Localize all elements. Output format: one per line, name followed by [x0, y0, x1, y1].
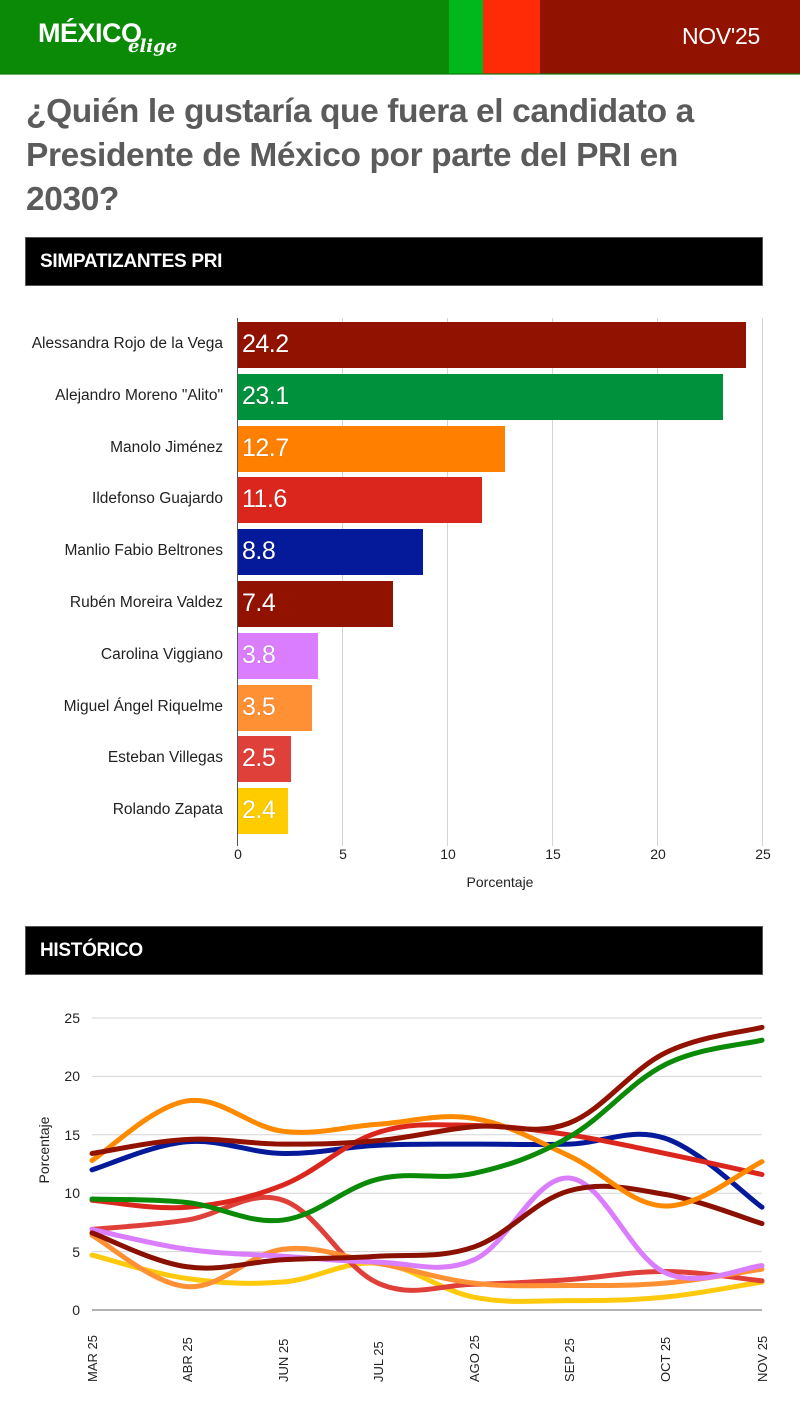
x-tick-label: 25: [755, 846, 771, 862]
line-chart: 0 5 10 15 20 25 MAR 25 ABR 25 JUN 25 JUL 25 AGO 25…: [0, 990, 800, 1422]
bar: 3.8: [238, 632, 318, 679]
x-tick-label: 0: [234, 846, 242, 862]
series-line: [89, 1037, 765, 1224]
bar-value-label: 11.6: [242, 485, 287, 514]
section-header-historico: HISTÓRICO: [25, 926, 763, 975]
y-tick-label: 0: [72, 1302, 80, 1318]
candidate-label: Manlio Fabio Beltrones: [64, 542, 223, 560]
header-red-stripe: [483, 0, 540, 74]
x-tick-label: MAR 25: [85, 1335, 100, 1382]
bar-value-label: 2.5: [242, 744, 276, 773]
bar: 7.4: [238, 581, 394, 627]
bar-row: Rolando Zapata 2.4: [0, 788, 800, 835]
bar: 12.7: [238, 425, 505, 472]
bar-value-label: 7.4: [242, 589, 276, 617]
candidate-label: Rubén Moreira Valdez: [69, 594, 223, 611]
bar-row: Rubén Moreira Valdez 7.4: [0, 581, 800, 627]
bar: 2.5: [238, 736, 291, 783]
candidate-label: Rolando Zapata: [112, 801, 223, 819]
x-tick-label: JUN 25: [276, 1338, 291, 1382]
bar-row: Carolina Viggiano 3.8: [0, 632, 800, 679]
section-title: SIMPATIZANTES PRI: [40, 251, 223, 272]
section-header-simpatizantes: SIMPATIZANTES PRI: [25, 237, 763, 286]
x-tick-label: NOV 25: [755, 1335, 770, 1382]
y-axis-line: [237, 318, 238, 846]
bar: 23.1: [238, 373, 724, 420]
x-tick-label: 5: [339, 846, 347, 862]
candidate-label: Alessandra Rojo de la Vega: [31, 335, 223, 352]
series-line: [89, 1024, 765, 1156]
bar-value-label: 2.4: [242, 796, 276, 825]
x-tick-label: JUL 25: [371, 1341, 386, 1382]
y-axis-title: Porcentaje: [36, 1116, 52, 1184]
bar: 11.6: [238, 477, 482, 524]
bar-value-label: 8.8: [242, 537, 276, 566]
survey-question: ¿Quién le gustaría que fuera el candidat…: [26, 93, 694, 218]
gridline: [552, 318, 553, 846]
x-tick-label: 15: [545, 846, 561, 862]
y-tick-label: 20: [64, 1068, 80, 1085]
bar: 24.2: [238, 322, 747, 368]
x-tick-label: OCT 25: [658, 1336, 673, 1382]
bar-chart: 0 5 10 15 20 25 Alessandra Rojo de la Vega 24.2…: [0, 300, 800, 900]
gridline: [762, 318, 763, 846]
header-green-block: MÉXICO elige: [0, 0, 449, 74]
bar: 8.8: [238, 529, 423, 576]
header-banner: MÉXICO elige NOV'25: [0, 0, 800, 74]
edition-date: NOV'25: [681, 23, 760, 49]
bar-value-label: 23.1: [242, 381, 289, 410]
candidate-label: Miguel Ángel Riquelme: [63, 697, 223, 715]
x-tick-label: AGO 25: [467, 1335, 482, 1382]
bar-value-label: 12.7: [242, 433, 289, 462]
bar-row: Alessandra Rojo de la Vega 24.2: [0, 322, 800, 368]
section-title: HISTÓRICO: [40, 940, 143, 961]
bar-value-label: 3.5: [242, 692, 276, 721]
line-plot-area: [89, 1017, 765, 1311]
bar-value-label: 3.8: [242, 640, 276, 669]
y-tick-label: 15: [64, 1126, 80, 1143]
series-line: [89, 1194, 765, 1293]
gridline: [447, 318, 448, 846]
bar-row: Alejandro Moreno "Alito" 23.1: [0, 373, 800, 420]
x-tick-label: 20: [650, 846, 666, 862]
series-line: [89, 1097, 765, 1209]
header-maroon-block: NOV'25: [540, 0, 800, 74]
y-tick-label: 10: [64, 1185, 80, 1202]
series-line: [89, 1183, 765, 1271]
candidate-label: Ildefonso Guajardo: [92, 490, 223, 508]
bar: 3.5: [238, 684, 312, 731]
series-line: [89, 1232, 765, 1290]
bar: 2.4: [238, 788, 289, 835]
bar-row: Esteban Villegas 2.5: [0, 736, 800, 783]
mexico-elige-logo: MÉXICO elige: [38, 14, 178, 62]
gridline: [657, 318, 658, 846]
bar-row: Miguel Ángel Riquelme 3.5: [0, 684, 800, 731]
candidate-label: Manolo Jiménez: [110, 438, 223, 456]
logo-sub-text: elige: [128, 36, 178, 57]
candidate-label: Alejandro Moreno "Alito": [55, 386, 223, 404]
bar-row: Manolo Jiménez 12.7: [0, 425, 800, 472]
y-tick-label: 25: [64, 1010, 80, 1026]
bar-row: Ildefonso Guajardo 11.6: [0, 477, 800, 524]
x-axis-title: Porcentaje: [466, 874, 534, 890]
series-line: [89, 1175, 765, 1281]
x-tick-label: SEP 25: [562, 1338, 577, 1382]
x-tick-label: 10: [440, 846, 456, 862]
header-divider: [0, 73, 800, 75]
y-tick-label: 5: [72, 1243, 80, 1260]
candidate-label: Esteban Villegas: [107, 749, 223, 767]
bar-value-label: 24.2: [242, 330, 289, 358]
candidate-label: Carolina Viggiano: [100, 645, 223, 663]
x-tick-label: ABR 25: [180, 1337, 195, 1382]
header-lime-stripe: [449, 0, 483, 74]
bar-row: Manlio Fabio Beltrones 8.8: [0, 529, 800, 576]
series-line: [89, 1252, 765, 1304]
logo-main-text: MÉXICO: [38, 18, 142, 48]
